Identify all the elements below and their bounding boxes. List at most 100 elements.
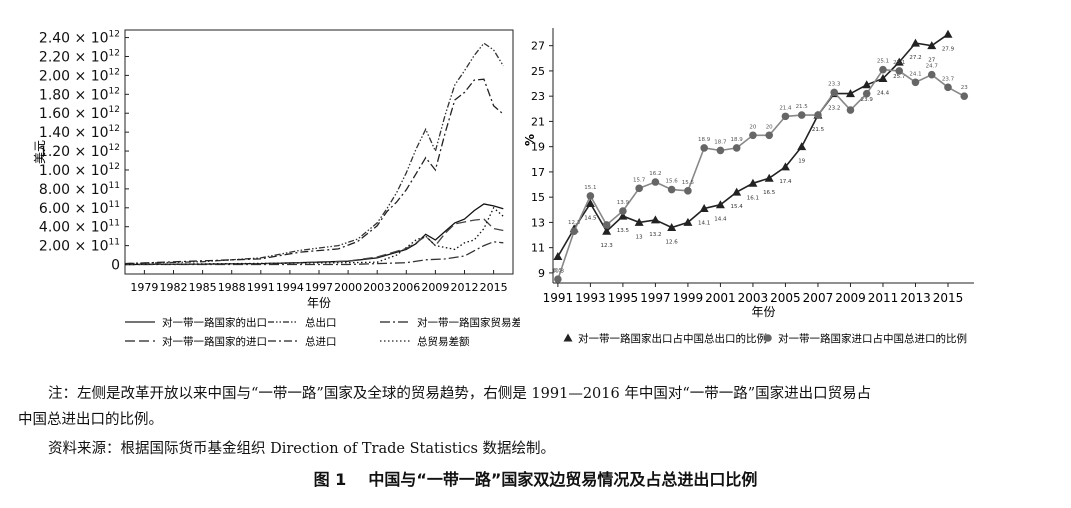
data-point-circle bbox=[814, 111, 822, 119]
x-tick-label: 1997 bbox=[305, 281, 333, 294]
data-label: 23.3 bbox=[828, 81, 841, 87]
data-label: 17.4 bbox=[779, 179, 792, 185]
data-point-circle bbox=[927, 70, 936, 79]
data-point-circle bbox=[635, 184, 643, 193]
data-point-circle bbox=[667, 185, 676, 194]
data-label: 18.7 bbox=[714, 139, 727, 145]
data-label: 20 bbox=[766, 124, 773, 130]
x-tick-label: 2013 bbox=[900, 291, 931, 305]
y-tick-label: 19 bbox=[531, 141, 545, 154]
legend-label: 总出口 bbox=[305, 316, 337, 329]
x-tick-label: 1995 bbox=[608, 291, 639, 305]
figure-title: 中国与“一带一路”国家双边贸易情况及占总进出口比例 bbox=[368, 470, 758, 489]
x-tick-label: 2012 bbox=[451, 281, 479, 294]
data-label: 15.5 bbox=[682, 180, 695, 186]
x-tick-label: 2003 bbox=[363, 281, 391, 294]
source-note: 资料来源：根据国际货币基金组织 Direction of Trade Stati… bbox=[48, 441, 556, 457]
data-label: 18.9 bbox=[731, 137, 744, 143]
data-label: 27.2 bbox=[909, 55, 921, 61]
data-point-triangle bbox=[699, 204, 709, 213]
data-label: 16.5 bbox=[763, 190, 776, 196]
data-point-triangle bbox=[894, 57, 904, 66]
data-label: 25.7 bbox=[893, 74, 906, 80]
data-point-circle bbox=[862, 89, 871, 98]
y-tick-label: 1.80 × 1012 bbox=[39, 86, 120, 103]
data-label: 23.9 bbox=[861, 97, 874, 103]
x-tick-label: 2015 bbox=[933, 291, 964, 305]
data-point-triangle bbox=[602, 226, 612, 235]
x-tick-label: 1985 bbox=[189, 281, 217, 294]
data-label: 21.5 bbox=[812, 127, 825, 133]
data-point-circle bbox=[765, 131, 773, 140]
data-point-circle bbox=[716, 146, 725, 155]
y-tick-label: 2.20 × 1012 bbox=[39, 48, 120, 65]
data-point-circle bbox=[879, 65, 887, 74]
legend-label: 总进口 bbox=[305, 335, 337, 348]
data-label: 16.2 bbox=[649, 171, 661, 177]
x-tick-label: 2009 bbox=[421, 281, 449, 294]
data-label: 24.7 bbox=[926, 64, 939, 70]
data-label: 23 bbox=[961, 85, 968, 91]
data-label: 25.1 bbox=[877, 59, 889, 65]
figure-caption: 图 1 中国与“一带一路”国家双边贸易情况及占总进出口比例 bbox=[0, 466, 1071, 490]
data-point-circle bbox=[846, 106, 855, 114]
data-label: 13.9 bbox=[617, 200, 630, 206]
x-tick-label: 1999 bbox=[673, 291, 704, 305]
data-label: 10.3 bbox=[552, 268, 565, 274]
x-tick-label: 1997 bbox=[640, 291, 671, 305]
data-label: 23.7 bbox=[942, 76, 955, 82]
data-point-circle bbox=[570, 227, 578, 236]
x-tick-label: 1993 bbox=[575, 291, 606, 305]
data-label: 13.5 bbox=[617, 228, 630, 234]
data-point-circle bbox=[602, 221, 611, 229]
y-axis-title: 美元 bbox=[33, 140, 47, 164]
y-tick-label: 1.40 × 1012 bbox=[39, 124, 120, 141]
y-tick-label: 9 bbox=[538, 267, 545, 280]
note-line-2: 中国总进出口的比例。 bbox=[18, 412, 163, 428]
data-point-circle bbox=[797, 111, 806, 119]
data-point-circle bbox=[781, 112, 790, 121]
y-tick-label: 2.00 × 1011 bbox=[39, 238, 120, 255]
legend-marker-circle bbox=[764, 334, 772, 342]
data-point-triangle bbox=[943, 29, 953, 38]
data-label: 14.4 bbox=[714, 217, 727, 223]
data-label: 25.1 bbox=[893, 60, 905, 66]
data-point-triangle bbox=[585, 198, 595, 207]
y-tick-label: 21 bbox=[531, 115, 545, 128]
data-point-circle bbox=[960, 92, 969, 100]
data-point-triangle bbox=[715, 200, 725, 209]
y-tick-label: 4.00 × 1011 bbox=[39, 219, 120, 236]
data-point-circle bbox=[830, 88, 839, 97]
data-point-triangle bbox=[634, 217, 644, 226]
y-tick-label: 1.00 × 1012 bbox=[39, 162, 120, 179]
data-point-triangle bbox=[618, 211, 628, 220]
x-axis-title: 年份 bbox=[751, 305, 775, 319]
y-tick-label: 11 bbox=[531, 242, 545, 255]
series-line bbox=[124, 78, 504, 265]
data-label: 21.5 bbox=[796, 104, 809, 110]
y-tick-label: 2.40 × 1012 bbox=[39, 30, 120, 47]
data-label: 14.1 bbox=[698, 221, 710, 227]
y-tick-label: 8.00 × 1011 bbox=[39, 181, 120, 198]
y-tick-label: 17 bbox=[531, 166, 545, 179]
data-label: 18.9 bbox=[698, 137, 711, 143]
data-point-triangle bbox=[910, 38, 920, 47]
x-tick-label: 2003 bbox=[738, 291, 769, 305]
data-point-circle bbox=[732, 144, 741, 152]
data-point-triangle bbox=[650, 215, 660, 224]
note-line-1: 注：左侧是改革开放以来中国与“一带一路”国家及全球的贸易趋势，右侧是 1991—… bbox=[48, 386, 872, 402]
legend-label: 对一带一路国家出口占中国总出口的比例 bbox=[578, 332, 767, 345]
data-label: 13.2 bbox=[649, 232, 661, 238]
data-point-circle bbox=[651, 178, 660, 186]
y-axis-title: % bbox=[523, 134, 537, 146]
data-label: 20 bbox=[749, 124, 756, 130]
data-point-circle bbox=[700, 144, 708, 152]
left-trade-chart: 0 2.00 × 1011 4.00 × 1011 6.00 × 1011 8.00 ×… bbox=[33, 29, 520, 348]
y-tick-label: 0 bbox=[111, 258, 120, 274]
series-line bbox=[557, 68, 965, 280]
data-label: 12.3 bbox=[568, 220, 581, 226]
data-label: 15.4 bbox=[731, 204, 744, 210]
data-point-circle bbox=[749, 131, 757, 140]
series-line bbox=[124, 203, 504, 266]
y-tick-label: 27 bbox=[531, 40, 545, 53]
